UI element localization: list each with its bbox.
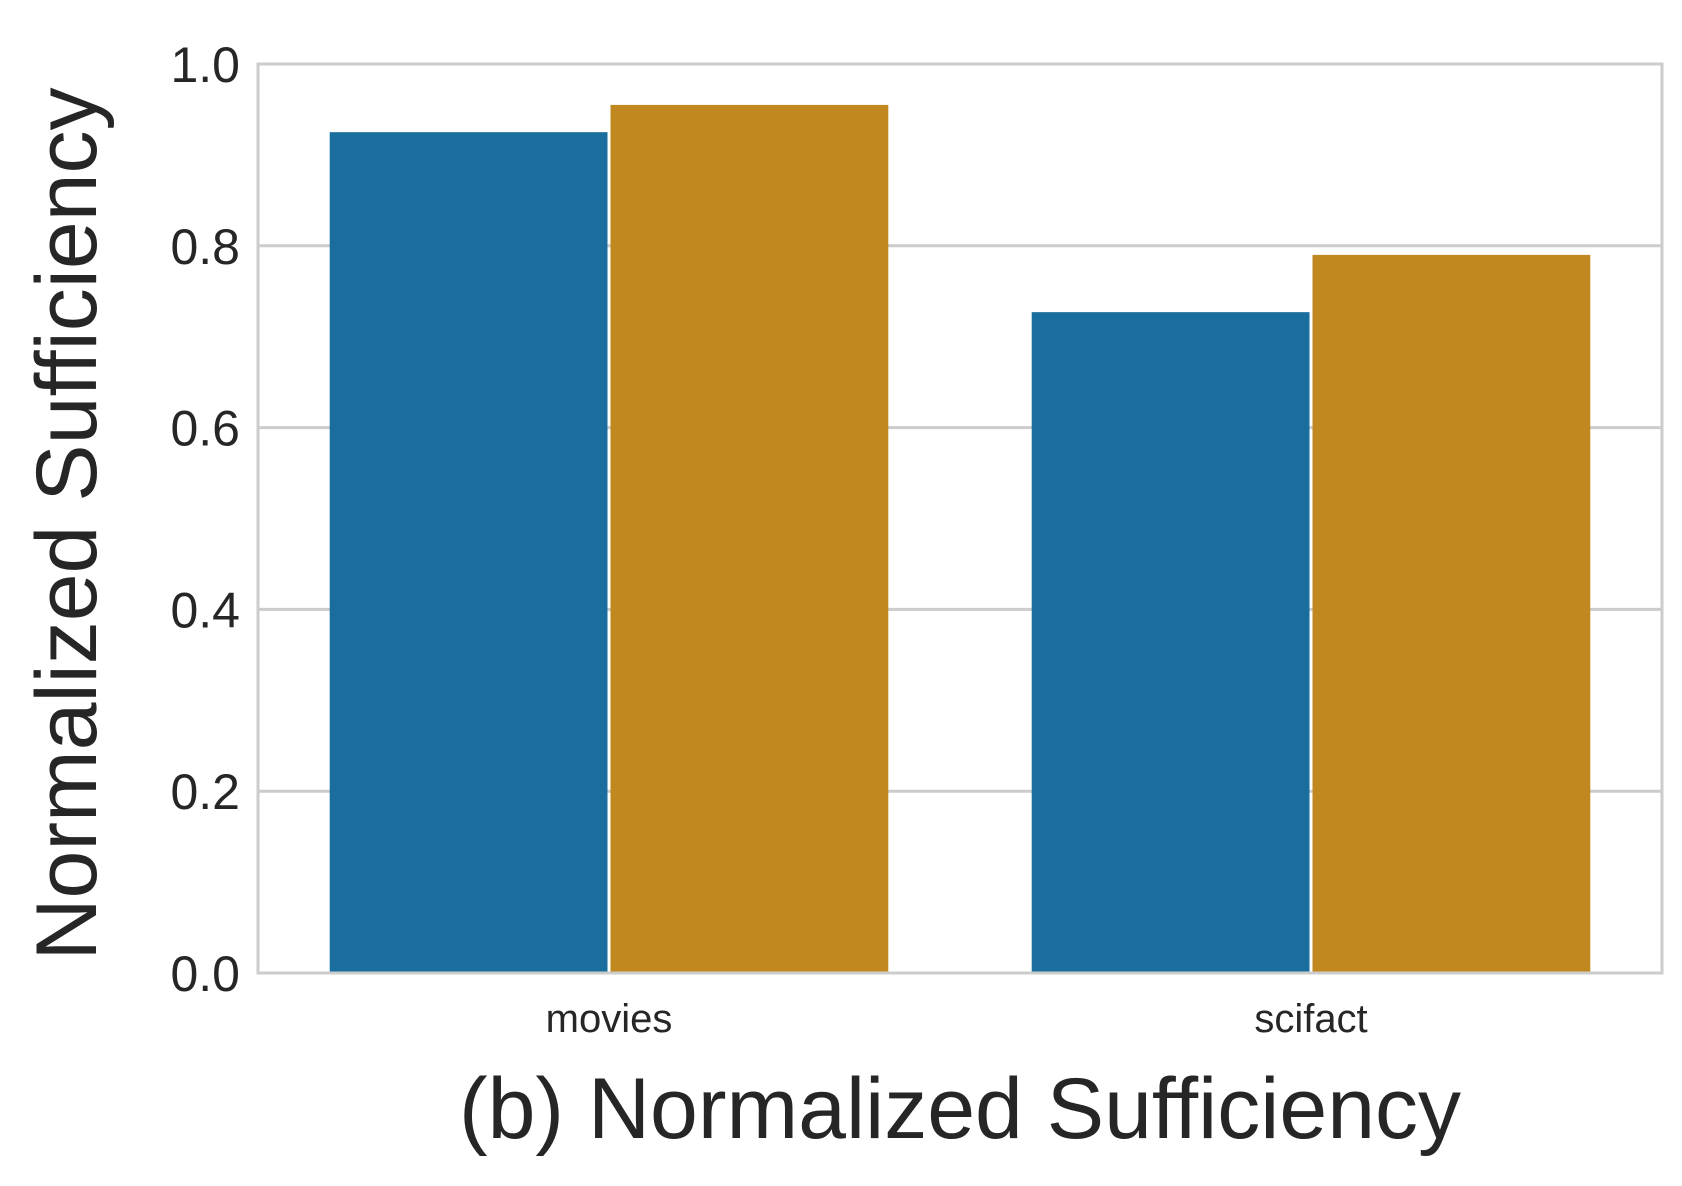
- y-tick-label: 0.0: [170, 946, 240, 1002]
- x-tick-label-movies: movies: [546, 997, 673, 1041]
- y-tick-label: 0.8: [170, 219, 240, 275]
- plot-frame: [256, 62, 1664, 975]
- y-tick-labels: 0.0 0.2 0.4 0.6 0.8 1.0: [170, 37, 240, 1002]
- y-tick-label: 0.2: [170, 764, 240, 820]
- x-tick-labels: movies scifact: [546, 997, 1368, 1041]
- bar-movies-series-1: [329, 132, 608, 974]
- bar-movies-series-2: [610, 104, 889, 973]
- bars: [329, 104, 1591, 974]
- y-tick-label: 0.4: [170, 582, 240, 638]
- y-tick-label: 0.6: [170, 401, 240, 457]
- bar-scifact-series-1: [1031, 312, 1310, 974]
- y-axis-title: Normalized Sufficiency: [19, 87, 115, 960]
- bar-scifact-series-2: [1312, 254, 1591, 973]
- x-tick-label-scifact: scifact: [1254, 997, 1367, 1041]
- y-tick-label: 1.0: [170, 37, 240, 93]
- x-axis-title: (b) Normalized Sufficiency: [459, 1061, 1461, 1157]
